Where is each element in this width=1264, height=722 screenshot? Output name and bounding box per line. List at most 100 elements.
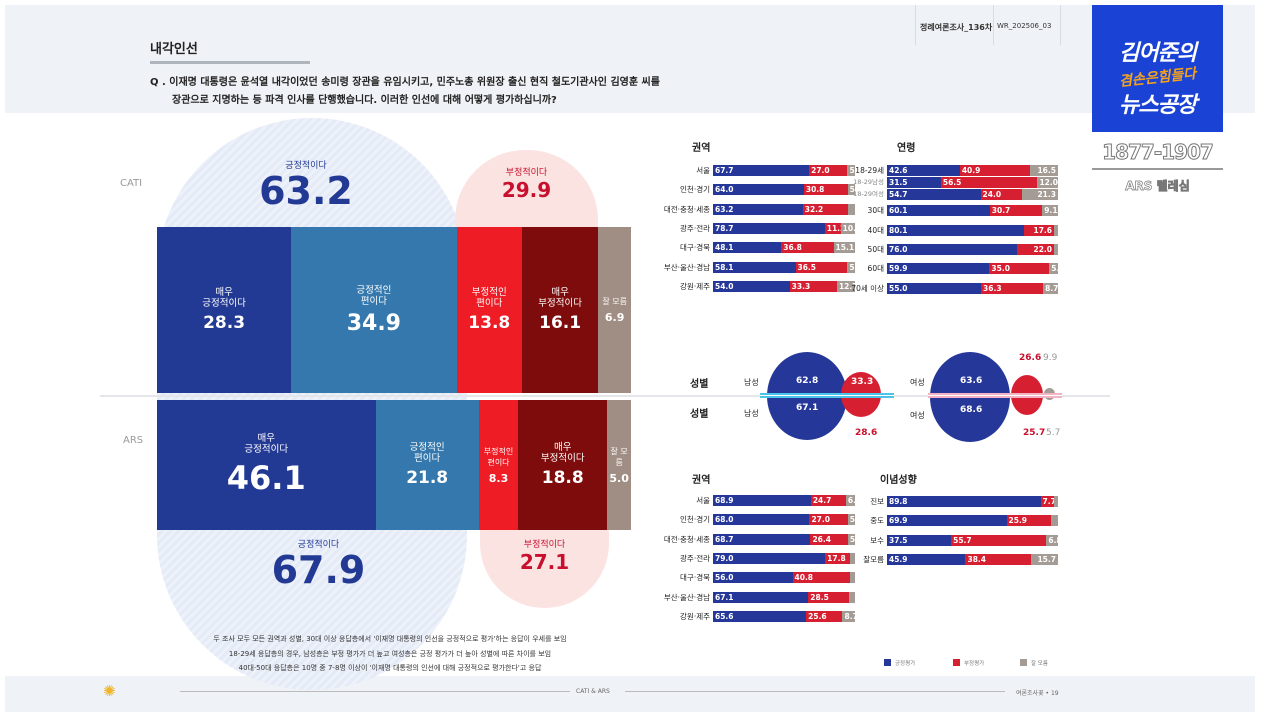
- footer-line: [625, 691, 1005, 692]
- negative-segment: 30.7: [989, 205, 1043, 216]
- news-factory-logo: 김어준의 겸손은힘들다 뉴스공장: [1092, 5, 1223, 132]
- row-label: 광주·전라: [680, 224, 710, 233]
- row-label: 강원·제주: [680, 612, 710, 621]
- negative-segment: 27.0: [809, 514, 848, 525]
- negative-segment: 24.7: [810, 495, 846, 506]
- cati-age-row: 40대 80.1 17.6: [796, 225, 1058, 236]
- negative-segment: 25.9: [1006, 515, 1051, 526]
- ars-region-row: 대구·경북 56.0 40.8: [622, 572, 855, 583]
- ars-region-row: 부산·울산·경남 67.1 28.5: [622, 592, 855, 603]
- unknown-segment: 5.2: [847, 165, 855, 176]
- logo-line-1: 김어준의: [1119, 41, 1197, 66]
- negative-segment: 38.4: [965, 554, 1032, 565]
- segment-label: 긍정적인 편이다: [409, 442, 445, 464]
- positive-segment: 89.8: [887, 496, 1041, 507]
- stacked-bar: 55.0 36.3 8.7: [887, 283, 1058, 294]
- cati-negative-total: 부정적이다 29.9: [455, 165, 598, 202]
- ars-segment-unknown: 잘 모름 5.0: [607, 400, 631, 530]
- unknown-segment: 12.0: [1037, 177, 1058, 188]
- ars-ideology-row: 진보 89.8 7.7: [796, 496, 1058, 507]
- cati-age-row: 18-29남성 31.5 56.5 12.0: [796, 177, 1058, 188]
- row-label: 중도: [870, 516, 884, 525]
- negative-segment: 36.8: [781, 242, 834, 253]
- positive-segment: 78.7: [713, 223, 825, 234]
- positive-segment: 58.1: [713, 262, 796, 273]
- negative-segment: 22.0: [1016, 244, 1054, 255]
- unknown-segment: 5.0: [847, 534, 855, 545]
- unknown-segment: 6.8: [1046, 535, 1058, 546]
- stacked-bar: 31.5 56.5 12.0: [887, 177, 1058, 188]
- legend-negative-swatch: [953, 659, 960, 666]
- stacked-bar: 79.0 17.8: [713, 553, 855, 564]
- unknown-segment: [850, 572, 855, 583]
- stacked-bar: 54.0 33.3 12.7: [713, 281, 855, 292]
- question-line-1: Q . 이재명 대통령은 윤석열 내각이었던 송미령 장관을 유임시키고, 민주…: [150, 77, 660, 88]
- negative-segment: 27.0: [809, 165, 848, 176]
- ars-segment-negative: 부정적인 편이다 8.3: [478, 400, 519, 530]
- label: 부정적이다: [523, 540, 566, 550]
- row-label: 서울: [696, 496, 710, 505]
- unknown-segment: 15.7: [1031, 554, 1058, 565]
- row-label: 대구·경북: [680, 243, 710, 252]
- stacked-bar: 67.727.05.2: [713, 165, 855, 176]
- segment-value: 6.9: [604, 311, 625, 324]
- unknown-segment: 6.4: [845, 495, 855, 506]
- positive-segment: 69.9: [887, 515, 1007, 526]
- segment-value: 34.9: [346, 310, 401, 336]
- unknown-segment: 8.7: [842, 611, 855, 622]
- segment-label: 잘 모름: [602, 297, 627, 306]
- negative-segment: 32.2: [802, 204, 849, 215]
- stacked-bar: 37.555.76.8: [887, 535, 1058, 546]
- ars-region-row: 광주·전라 79.0 17.8: [622, 553, 855, 564]
- label: 부정적이다: [505, 168, 548, 178]
- positive-segment: 42.6: [887, 165, 960, 176]
- stacked-bar: 69.9 25.9: [887, 515, 1058, 526]
- gender-title-ars: 성별: [690, 409, 709, 420]
- row-label: 40대: [867, 226, 884, 235]
- stacked-bar: 48.1 36.8 15.1: [713, 242, 855, 253]
- phone-underline: [1092, 168, 1223, 170]
- female-divider-line: [928, 393, 1062, 398]
- row-label: 강원·제주: [680, 282, 710, 291]
- row-label: 부산·울산·경남: [663, 593, 710, 602]
- female-label-cati: 여성: [910, 378, 925, 387]
- segment-value: 21.8: [406, 468, 449, 488]
- segment-value: 13.8: [468, 313, 511, 333]
- segment-label: 긍정적인 편이다: [356, 284, 392, 307]
- stacked-bar: 56.0 40.8: [713, 572, 855, 583]
- stacked-bar: 58.136.55.4: [713, 262, 855, 273]
- row-label: 70세 이상: [851, 284, 884, 293]
- female-ars-positive: 68.6: [960, 405, 983, 415]
- positive-segment: 45.9: [887, 554, 966, 565]
- cati-region-title: 권역: [692, 143, 711, 154]
- ars-ideology-title: 이념성향: [880, 475, 917, 486]
- positive-segment: 59.9: [887, 263, 990, 274]
- stacked-bar: 54.7 24.0 21.3: [887, 189, 1058, 200]
- unknown-segment: 12.7: [836, 281, 855, 292]
- report-code: WR_202506_03: [997, 22, 1052, 30]
- logo-line-3: 뉴스공장: [1119, 93, 1197, 118]
- stacked-bar: 42.6 40.9 16.5: [887, 165, 1058, 176]
- positive-segment: 68.9: [713, 495, 811, 506]
- unknown-segment: [1053, 496, 1058, 507]
- row-label: 광주·전라: [680, 554, 710, 563]
- unknown-segment: [848, 204, 855, 215]
- stacked-bar: 68.726.45.0: [713, 534, 855, 545]
- unknown-segment: 21.3: [1021, 189, 1058, 200]
- segment-label: 잘 모름: [610, 446, 628, 467]
- ars-label: ARS: [123, 435, 144, 446]
- section-title: 내각인선: [150, 42, 198, 57]
- cati-age-row: 30대 60.1 30.7 9.1: [796, 205, 1058, 216]
- cati-segment-very-positive: 매우 긍정적이다 28.3: [157, 227, 292, 393]
- negative-segment: 25.6: [806, 611, 843, 622]
- male-ars-positive: 67.1: [796, 403, 819, 413]
- negative-segment: 28.5: [808, 592, 849, 603]
- phone-number: 1877-1907: [1102, 140, 1215, 165]
- stacked-bar: 63.2 32.2: [713, 204, 855, 215]
